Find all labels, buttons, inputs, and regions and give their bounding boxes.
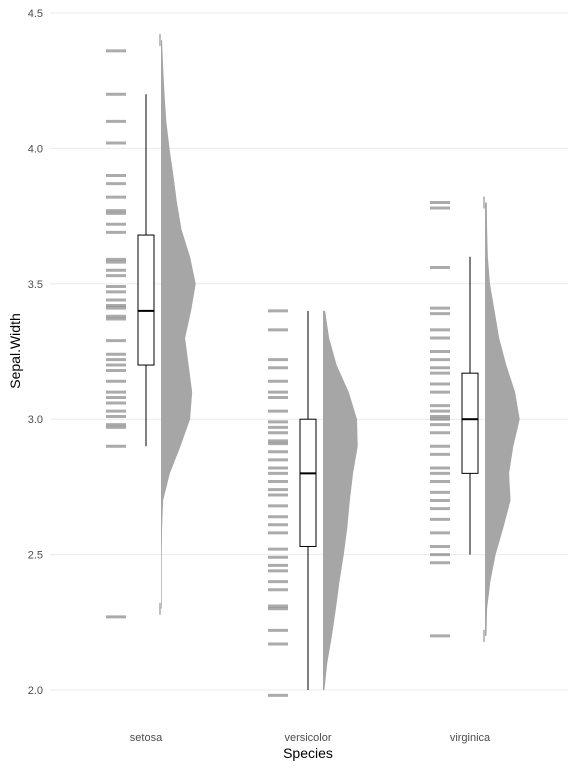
y-axis-ticks: 2.0 2.5 3.0 3.5 4.0 4.5: [28, 8, 43, 697]
x-axis-title: Species: [283, 745, 333, 761]
density-curve: [323, 310, 358, 690]
y-tick-label: 3.0: [28, 414, 43, 426]
y-axis-title: Sepal.Width: [7, 313, 23, 388]
y-tick-label: 2.0: [28, 685, 43, 697]
box-iqr: [137, 234, 155, 366]
y-tick-label: 3.5: [28, 279, 43, 291]
group-versicolor: [268, 309, 358, 697]
y-tick-label: 4.5: [28, 8, 43, 20]
group-virginica: [430, 196, 520, 642]
density-curve: [485, 202, 520, 636]
x-tick-label: setosa: [130, 732, 163, 744]
box-iqr: [461, 372, 479, 474]
x-axis-ticks: setosa versicolor virginica: [130, 732, 491, 744]
x-tick-label: versicolor: [284, 732, 331, 744]
group-setosa: [106, 34, 196, 619]
y-tick-label: 2.5: [28, 550, 43, 562]
x-tick-label: virginica: [450, 732, 491, 744]
plot-panel: [106, 34, 520, 697]
box-iqr: [299, 418, 317, 547]
density-curve: [161, 40, 196, 609]
y-tick-label: 4.0: [28, 143, 43, 155]
